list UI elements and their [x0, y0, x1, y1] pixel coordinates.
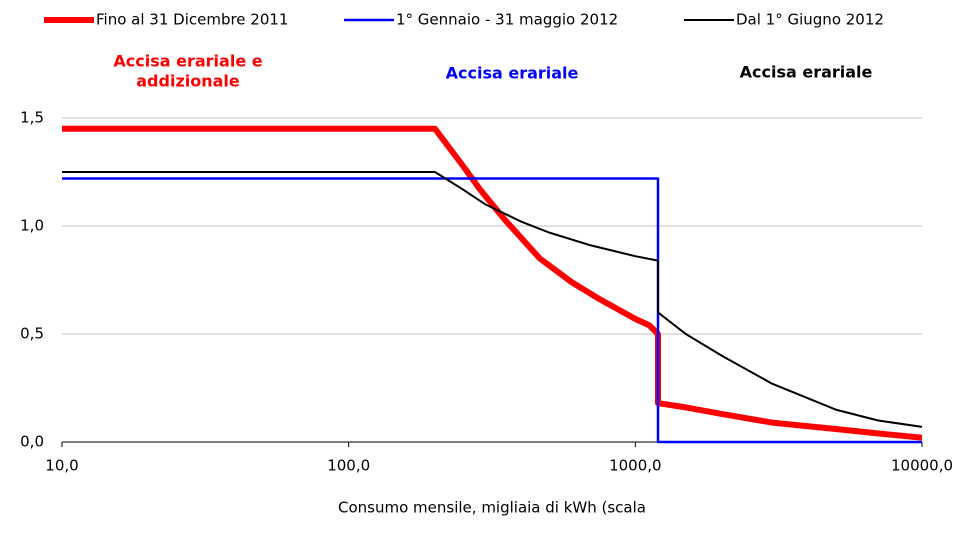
- legend-label: Dal 1° Giugno 2012: [736, 11, 884, 29]
- legend-label: Fino al 31 Dicembre 2011: [96, 11, 288, 29]
- annotation: Accisa erariale: [446, 64, 579, 83]
- y-tick-label: 1,0: [20, 217, 44, 235]
- x-tick-label: 100,0: [327, 457, 370, 475]
- y-tick-label: 1,5: [20, 109, 44, 127]
- x-axis-label: Consumo mensile, migliaia di kWh (scala: [338, 499, 646, 517]
- annotation: Accisa erariale: [740, 63, 873, 82]
- x-tick-label: 10,0: [45, 457, 78, 475]
- series-line: [62, 177, 922, 444]
- y-tick-label: 0,5: [20, 325, 44, 343]
- y-tick-label: 0,0: [20, 433, 44, 451]
- series-line: [62, 171, 923, 428]
- x-tick-label: 1000,0: [609, 457, 662, 475]
- annotation: addizionale: [136, 72, 240, 91]
- legend-label: 1° Gennaio - 31 maggio 2012: [396, 11, 618, 29]
- x-tick-label: 10000,0: [891, 457, 953, 475]
- annotation: Accisa erariale e: [113, 52, 262, 71]
- series-line: [62, 125, 923, 441]
